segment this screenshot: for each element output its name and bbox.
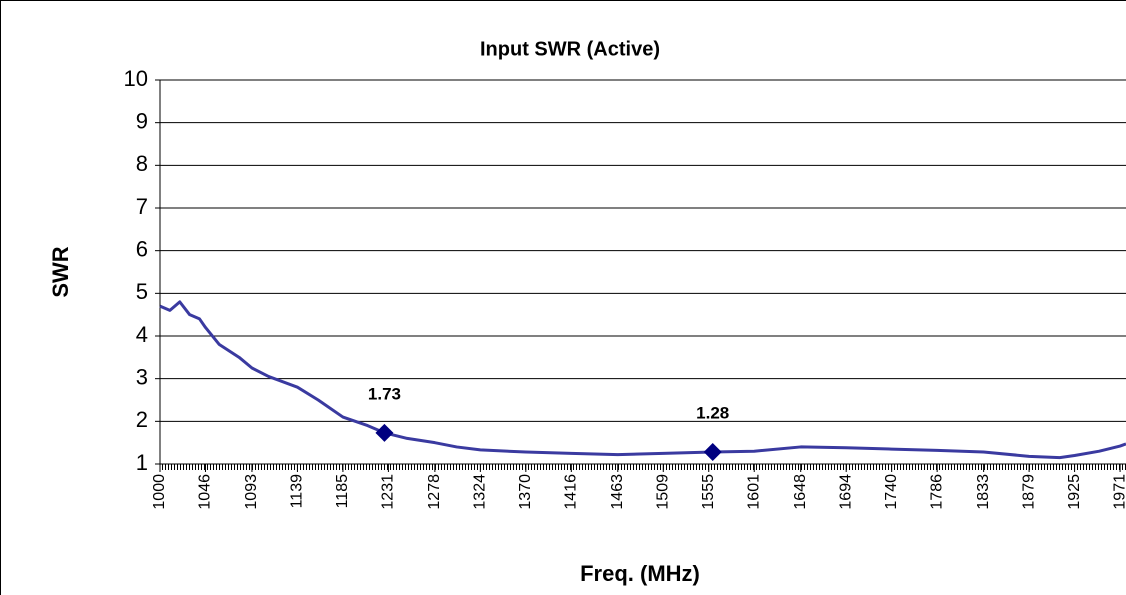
y-tick-label: 1 bbox=[136, 450, 148, 475]
minor-ticks bbox=[160, 464, 1126, 470]
x-tick-label: 1370 bbox=[517, 474, 534, 510]
x-tick-label: 1000 bbox=[151, 474, 168, 510]
x-axis-label: Freq. (MHz) bbox=[580, 561, 700, 586]
data-label: 1.28 bbox=[696, 404, 729, 423]
data-label: 1.73 bbox=[368, 384, 401, 403]
y-tick-label: 8 bbox=[136, 151, 148, 176]
y-axis-label: SWR bbox=[48, 246, 73, 297]
x-tick-label: 1740 bbox=[883, 474, 900, 510]
x-tick-label: 1879 bbox=[1020, 474, 1037, 510]
x-tick-label: 1601 bbox=[745, 474, 762, 510]
x-tick-label: 1648 bbox=[792, 474, 809, 510]
x-tick-label: 1833 bbox=[975, 474, 992, 510]
x-tick-label: 1925 bbox=[1066, 474, 1083, 510]
x-tick-label: 1463 bbox=[609, 474, 626, 510]
y-tick-label: 7 bbox=[136, 194, 148, 219]
x-tick-label: 1694 bbox=[837, 474, 854, 510]
marker bbox=[703, 443, 722, 462]
marker bbox=[375, 423, 394, 442]
y-tick-label: 3 bbox=[136, 364, 148, 389]
x-tick-label: 1046 bbox=[197, 474, 214, 510]
y-tick-label: 9 bbox=[136, 108, 148, 133]
y-tick-label: 4 bbox=[136, 322, 148, 347]
x-tick-label: 1509 bbox=[654, 474, 671, 510]
x-tick-label: 1971 bbox=[1111, 474, 1126, 510]
x-tick-label: 1786 bbox=[928, 474, 945, 510]
y-tick-label: 6 bbox=[136, 236, 148, 261]
x-tick-label: 1555 bbox=[700, 474, 717, 510]
y-tick-label: 5 bbox=[136, 279, 148, 304]
x-tick-label: 1324 bbox=[472, 474, 489, 510]
y-tick-label: 2 bbox=[136, 407, 148, 432]
x-tick-label: 1093 bbox=[243, 474, 260, 510]
chart-title: Input SWR (Active) bbox=[480, 38, 660, 60]
x-tick-label: 1278 bbox=[426, 474, 443, 510]
x-tick-label: 1231 bbox=[380, 474, 397, 510]
x-tick-label: 1139 bbox=[289, 474, 306, 509]
y-tick-label: 10 bbox=[124, 66, 148, 91]
x-tick-label: 1416 bbox=[563, 474, 580, 510]
line-series bbox=[159, 300, 1126, 460]
x-tick-label: 1185 bbox=[334, 474, 351, 509]
